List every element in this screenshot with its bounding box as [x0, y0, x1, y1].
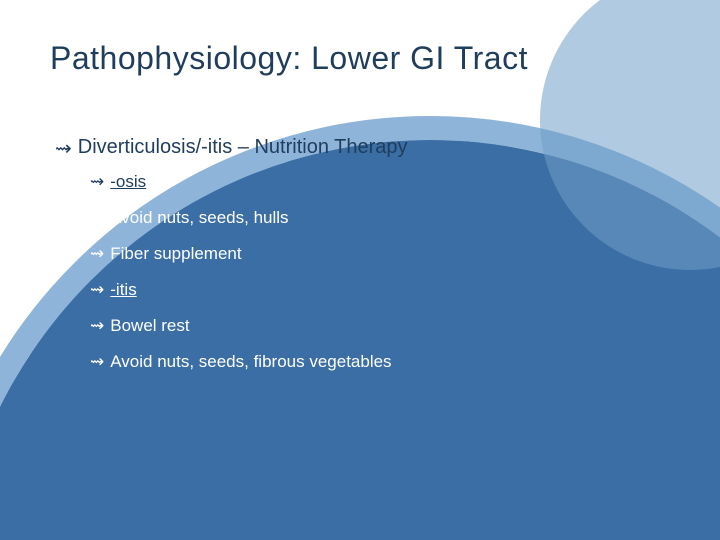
bullet-glyph: ⇝ [90, 352, 104, 372]
bullet-level2-text: Avoid nuts, seeds, hulls [110, 208, 288, 228]
bullet-level2-text: Fiber supplement [110, 244, 241, 264]
bullet-level2: ⇝ -itis [90, 280, 137, 300]
bullet-level2-text: -osis [110, 172, 146, 192]
bullet-glyph: ⇝ [90, 208, 104, 228]
bullet-level2: ⇝ Fiber supplement [90, 244, 242, 264]
bullet-level2: ⇝ Avoid nuts, seeds, hulls [90, 208, 289, 228]
bullet-glyph: ⇝ [90, 244, 104, 264]
bullet-glyph: ⇝ [55, 136, 72, 161]
bullet-level1-text: Diverticulosis/-itis – Nutrition Therapy [78, 136, 408, 159]
bullet-level2: ⇝ -osis [90, 172, 146, 192]
bullet-level2-text: Bowel rest [110, 316, 189, 336]
bullet-glyph: ⇝ [90, 316, 104, 336]
bullet-level2: ⇝ Bowel rest [90, 316, 190, 336]
bullet-level2-text: -itis [110, 280, 136, 300]
bullet-level2: ⇝ Avoid nuts, seeds, fibrous vegetables [90, 352, 392, 372]
slide-title: Pathophysiology: Lower GI Tract [50, 40, 680, 77]
bullet-glyph: ⇝ [90, 280, 104, 300]
bullet-glyph: ⇝ [90, 172, 104, 192]
bullet-level1: ⇝ Diverticulosis/-itis – Nutrition Thera… [55, 136, 408, 161]
slide: Pathophysiology: Lower GI Tract ⇝ Divert… [0, 0, 720, 540]
bullet-level2-text: Avoid nuts, seeds, fibrous vegetables [110, 352, 391, 372]
